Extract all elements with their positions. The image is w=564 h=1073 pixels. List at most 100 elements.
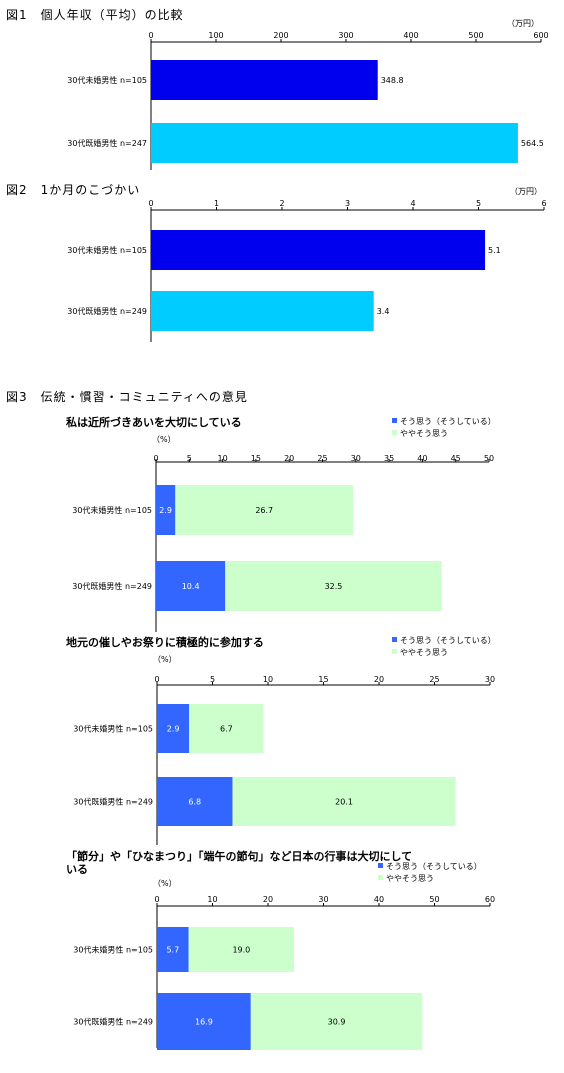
chart5-tick-label: 10 bbox=[207, 895, 217, 904]
chart4-title: 地元の催しやお祭りに積極的に参加する bbox=[66, 636, 264, 649]
chart4-segment-label: 20.1 bbox=[335, 798, 353, 807]
chart2-category-label: 30代既婚男性 n=249 bbox=[67, 306, 147, 316]
chart2-tick-label: 4 bbox=[410, 199, 415, 208]
chart3-tick-label: 15 bbox=[251, 454, 261, 463]
chart3-tick-label: 5 bbox=[187, 454, 192, 463]
chart4-segment-strong bbox=[157, 704, 190, 753]
chart1-tick-label: 300 bbox=[338, 31, 353, 40]
chart3-title: 私は近所づきあいを大切にしている bbox=[66, 416, 242, 429]
chart1-value-label: 564.5 bbox=[521, 139, 544, 148]
chart5-tick-label: 60 bbox=[485, 895, 495, 904]
chart3-tick-label: 45 bbox=[451, 454, 461, 463]
chart3-tick-label: 25 bbox=[317, 454, 327, 463]
chart4-segment-somewhat bbox=[232, 777, 456, 826]
chart4-tick-label: 30 bbox=[485, 675, 495, 684]
chart5-tick-label: 30 bbox=[318, 895, 328, 904]
chart4-segment-label: 6.7 bbox=[220, 725, 233, 734]
chart4-legend-swatch bbox=[392, 637, 397, 642]
chart4-tick-label: 5 bbox=[210, 675, 215, 684]
chart5-legend-label: そう思う（そうしている） bbox=[386, 862, 482, 871]
chart5-segment-label: 5.7 bbox=[166, 946, 179, 955]
chart2-value-label: 5.1 bbox=[488, 246, 501, 255]
chart2-bar bbox=[151, 230, 486, 270]
chart1-tick-label: 200 bbox=[273, 31, 288, 40]
chart2-tick-label: 6 bbox=[541, 199, 546, 208]
chart4-legend-label: ややそう思う bbox=[400, 648, 448, 657]
chart2-tick-label: 3 bbox=[345, 199, 350, 208]
chart4-segment-label: 6.8 bbox=[188, 798, 201, 807]
chart4-unit-label: （%） bbox=[153, 655, 177, 664]
chart2-bar bbox=[151, 291, 374, 331]
chart5-legend-swatch bbox=[378, 863, 383, 868]
fig2-title: 図2 1か月のこづかい bbox=[6, 183, 141, 197]
chart2-tick-label: 1 bbox=[214, 199, 219, 208]
chart5-segment-strong bbox=[157, 927, 189, 972]
chart2-tick-label: 2 bbox=[279, 199, 284, 208]
chart3-category-label: 30代既婚男性 n=249 bbox=[72, 581, 152, 591]
chart3-segment-label: 32.5 bbox=[325, 582, 343, 591]
chart5-tick-label: 0 bbox=[154, 895, 159, 904]
chart3-segment-label: 10.4 bbox=[182, 582, 200, 591]
chart5-segment-somewhat bbox=[250, 993, 423, 1050]
chart2-tick-label: 5 bbox=[476, 199, 481, 208]
chart3-legend-label: そう思う（そうしている） bbox=[400, 417, 496, 426]
chart4-category-label: 30代未婚男性 n=105 bbox=[73, 724, 153, 734]
chart5-category-label: 30代未婚男性 n=105 bbox=[73, 945, 153, 955]
chart5-tick-label: 20 bbox=[263, 895, 273, 904]
chart1-bar bbox=[151, 60, 378, 100]
chart1-tick-label: 100 bbox=[208, 31, 223, 40]
chart4-tick-label: 0 bbox=[154, 675, 159, 684]
chart3-tick-label: 10 bbox=[218, 454, 228, 463]
chart2-category-label: 30代未婚男性 n=105 bbox=[67, 245, 147, 255]
chart3-legend-swatch bbox=[392, 418, 397, 423]
chart1-bar bbox=[151, 123, 518, 163]
chart3-segment-strong bbox=[156, 561, 226, 611]
chart3-segment-strong bbox=[156, 485, 176, 535]
chart5-title-line-1: 「節分」や「ひなまつり」「端午の節句」など日本の行事は大切にして bbox=[66, 850, 413, 863]
chart4-tick-label: 25 bbox=[429, 675, 439, 684]
chart2-unit-label: （万円） bbox=[510, 187, 542, 196]
chart4-segment-strong bbox=[157, 777, 233, 826]
chart5-title-line-2: いる bbox=[66, 863, 88, 876]
chart4-legend-swatch bbox=[392, 649, 397, 654]
chart3-unit-label: （%） bbox=[152, 435, 176, 444]
chart1-category-label: 30代未婚男性 n=105 bbox=[67, 75, 147, 85]
chart1-tick-label: 500 bbox=[468, 31, 483, 40]
chart3-tick-label: 20 bbox=[284, 454, 294, 463]
chart5-title: 「節分」や「ひなまつり」「端午の節句」など日本の行事は大切にして いる bbox=[66, 850, 412, 876]
chart3-tick-label: 30 bbox=[351, 454, 361, 463]
chart4-tick-label: 10 bbox=[263, 675, 273, 684]
chart3-tick-label: 35 bbox=[384, 454, 394, 463]
chart5-category-label: 30代既婚男性 n=249 bbox=[73, 1017, 153, 1027]
fig3-title: 図3 伝統・慣習・コミュニティへの意見 bbox=[6, 390, 248, 404]
chart3-tick-label: 40 bbox=[417, 454, 427, 463]
chart3-segment-label: 2.9 bbox=[159, 506, 172, 515]
chart4-category-label: 30代既婚男性 n=249 bbox=[73, 797, 153, 807]
chart4-segment-somewhat bbox=[189, 704, 264, 753]
chart1-tick-label: 0 bbox=[148, 31, 153, 40]
chart5-tick-label: 40 bbox=[374, 895, 384, 904]
chart1-unit-label: （万円） bbox=[507, 19, 539, 28]
chart5-segment-label: 30.9 bbox=[328, 1018, 346, 1027]
chart3-tick-label: 50 bbox=[484, 454, 494, 463]
chart3-segment-somewhat bbox=[225, 561, 442, 611]
chart5-segment-label: 16.9 bbox=[195, 1018, 213, 1027]
fig1-title: 図1 個人年収（平均）の比較 bbox=[6, 8, 184, 22]
chart1-tick-label: 600 bbox=[533, 31, 548, 40]
chart4-segment-label: 2.9 bbox=[167, 725, 180, 734]
chart4-legend-label: そう思う（そうしている） bbox=[400, 636, 496, 645]
chart5-legend-label: ややそう思う bbox=[386, 874, 434, 883]
chart5-segment-label: 19.0 bbox=[232, 946, 250, 955]
chart5-tick-label: 50 bbox=[429, 895, 439, 904]
chart3-tick-label: 0 bbox=[153, 454, 158, 463]
chart5-segment-strong bbox=[157, 993, 251, 1050]
chart3-segment-somewhat bbox=[175, 485, 354, 535]
chart3-segment-label: 26.7 bbox=[255, 506, 273, 515]
chart3-legend-swatch bbox=[392, 430, 397, 435]
chart1-value-label: 348.8 bbox=[381, 76, 404, 85]
chart5-unit-label: （%） bbox=[153, 879, 177, 888]
chart2-value-label: 3.4 bbox=[377, 307, 390, 316]
chart5-legend-swatch bbox=[378, 875, 383, 880]
chart3-category-label: 30代未婚男性 n=105 bbox=[72, 505, 152, 515]
